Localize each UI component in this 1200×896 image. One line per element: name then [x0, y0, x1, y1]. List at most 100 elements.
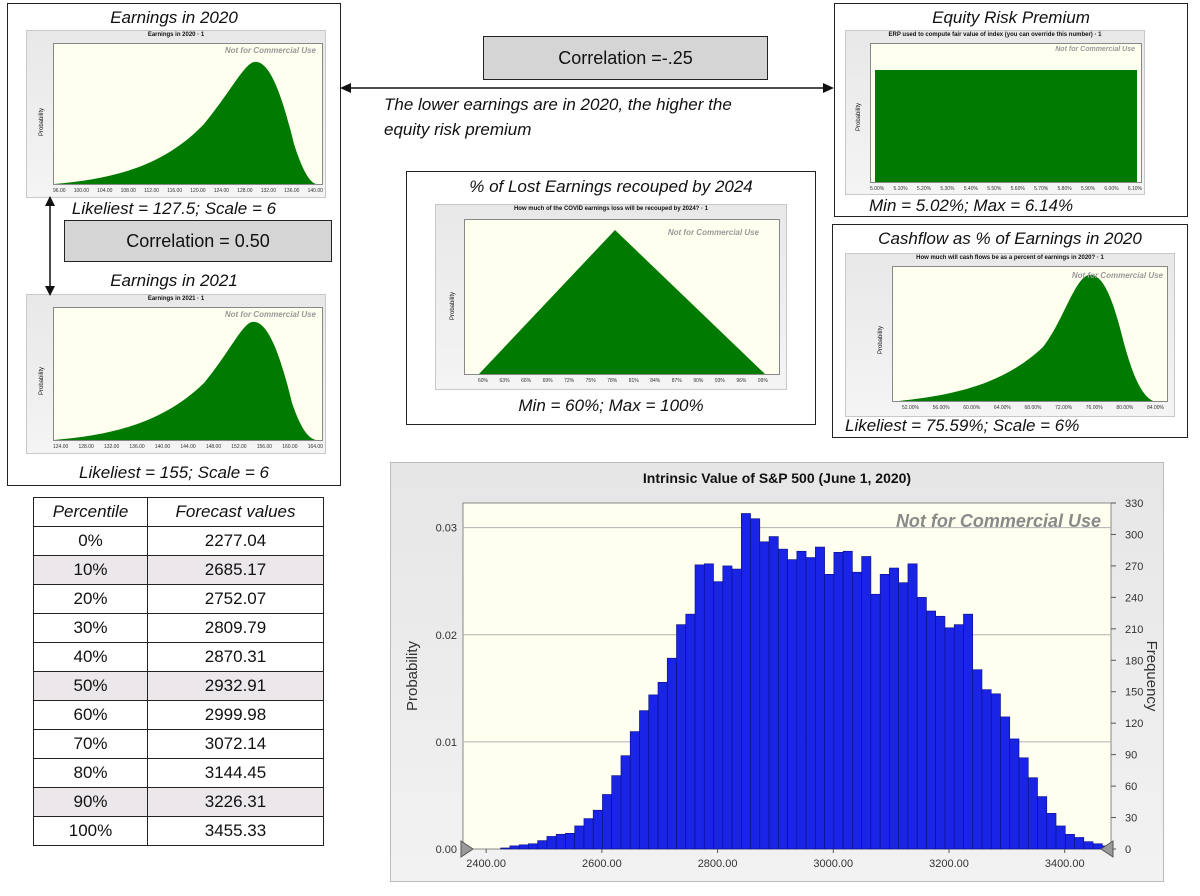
tick-label: 108.00 [120, 188, 136, 194]
cashflow-mini-chart: How much will cash flows be as a percent… [845, 253, 1175, 417]
tick-label: 132.00 [103, 444, 120, 450]
lost-earnings-plot: Not for Commercial Use [464, 219, 780, 375]
table-row: 90% 3226.31 [33, 787, 324, 817]
x-tick-label: 3000.00 [813, 858, 853, 870]
histogram-bar [870, 593, 881, 850]
cashflow-density-shape [899, 274, 1153, 401]
histogram-bar [676, 624, 687, 850]
cashflow-ticks: 52.00% 56.00% 60.00% 64.00% 68.00% 72.00… [902, 405, 1164, 411]
correlation-note: The lower earnings are in 2020, the high… [384, 92, 804, 142]
right-slider-handle [1100, 840, 1114, 858]
histogram-bar [611, 775, 622, 850]
earnings-2020-mini-chart: Earnings in 2020 · 1 Probability Not for… [26, 30, 326, 198]
histogram-bar [500, 847, 511, 850]
histogram-svg: Intrinsic Value of S&P 500 (June 1, 2020… [404, 470, 1160, 870]
histogram-bar [972, 669, 983, 850]
tick-label: 5.20% [916, 186, 932, 192]
percentile-table: Percentile Forecast values 0% 2277.04 10%… [33, 497, 324, 846]
erp-title: Equity Risk Premium [932, 8, 1090, 27]
histogram-bar [574, 825, 585, 850]
tick-label: 5.00% [870, 186, 885, 192]
table-row: 20% 2752.07 [33, 584, 324, 614]
tick-label: 66% [521, 378, 532, 384]
tick-label: 96.00 [53, 188, 66, 194]
forecast-cell: 3226.31 [147, 787, 324, 817]
tick-label: 90% [693, 378, 704, 384]
cashflow-mini-title: How much will cash flows be as a percent… [916, 255, 1104, 261]
table-row: 50% 2932.91 [33, 671, 324, 701]
forecast-cell: 3072.14 [147, 729, 324, 759]
erp-watermark: Not for Commercial Use [1055, 46, 1135, 53]
tick-label: 128.00 [78, 444, 94, 450]
percentile-cell: 80% [33, 758, 148, 788]
earnings-2020-ylabel: Probability [39, 107, 45, 136]
percentile-cell: 100% [33, 816, 148, 846]
erp-ticks: 5.00% 5.10% 5.20% 5.30% 5.40% 5.50% 5.60… [870, 186, 1142, 192]
tick-label: 63% [499, 378, 510, 384]
tick-label: 60% [478, 378, 489, 384]
histogram-bar [639, 710, 650, 850]
table-row: 80% 3144.45 [33, 758, 324, 788]
lost-earnings-mini-chart: How much of the COVID earnings loss will… [435, 204, 787, 390]
histogram-bar [805, 557, 816, 850]
tick-label: 78% [607, 378, 618, 384]
tick-label: 120.00 [190, 188, 206, 194]
forecast-cell: 2999.98 [147, 700, 324, 730]
tick-label: 69% [542, 378, 553, 384]
histogram-bar [620, 755, 631, 850]
histogram-bar [861, 556, 872, 850]
forecast-cell: 3455.33 [147, 816, 324, 846]
y-tick-label: 0.02 [436, 630, 457, 642]
cashflow-ylabel: Probability [878, 325, 884, 354]
tick-label: 5.60% [1010, 186, 1025, 192]
histogram-bar [629, 731, 640, 850]
tick-label: 148.00 [205, 444, 222, 450]
erp-uniform-bar [875, 70, 1137, 182]
earnings-2021-density-shape [54, 321, 316, 440]
earnings-2020-plot: Not for Commercial Use [53, 43, 323, 185]
correlation-note-line2: equity risk premium [384, 120, 532, 139]
histogram-bar [898, 582, 909, 850]
histogram-bar [713, 581, 724, 850]
tick-label: 6.10% [1127, 186, 1142, 192]
y2-tick-label: 210 [1125, 624, 1143, 636]
tick-label: 5.90% [1080, 186, 1096, 192]
x-tick-label: 3200.00 [929, 858, 969, 870]
percentile-cell: 50% [33, 671, 148, 701]
histogram-bar [759, 541, 770, 850]
tick-label: 116.00 [167, 188, 183, 194]
y-axis-label: Probability [404, 640, 421, 711]
percentile-cell: 90% [33, 787, 148, 817]
percentile-cell: 60% [33, 700, 148, 730]
histogram-bar [1064, 834, 1075, 850]
histogram-bar [518, 844, 529, 850]
tick-label: 140.00 [307, 188, 323, 194]
cashflow-plot: Not for Commercial Use [892, 266, 1168, 402]
histogram-bar [852, 571, 862, 850]
tick-label: 6.00% [1104, 186, 1119, 192]
lost-earnings-ylabel: Probability [450, 291, 456, 320]
forecast-cell: 2870.31 [147, 642, 324, 672]
tick-label: 140.00 [154, 444, 171, 450]
table-row: 0% 2277.04 [33, 526, 324, 556]
tick-label: 144.00 [180, 444, 196, 450]
forecast-cell: 2809.79 [147, 613, 324, 643]
histogram-bar [981, 689, 992, 850]
histogram-bar [750, 518, 761, 850]
x-tick-label: 2800.00 [698, 858, 738, 870]
earnings-2021-mini-title: Earnings in 2021 · 1 [147, 296, 205, 302]
tick-label: 5.30% [940, 186, 955, 192]
tick-label: 84.00% [1147, 405, 1164, 411]
tick-label: 160.00 [282, 444, 298, 450]
histogram-bar [592, 809, 603, 850]
earnings-2021-title: Earnings in 2021 [110, 271, 238, 290]
y2-tick-label: 30 [1125, 813, 1137, 825]
erp-plot: Not for Commercial Use [870, 43, 1142, 183]
tick-label: 81% [628, 378, 639, 384]
histogram-bar [953, 624, 964, 850]
y2-axis-label: Frequency [1143, 641, 1160, 712]
tick-label: 5.50% [987, 186, 1002, 192]
histogram-bar [565, 832, 575, 850]
tick-label: 100.00 [73, 188, 89, 194]
histogram-bar [1027, 777, 1038, 850]
